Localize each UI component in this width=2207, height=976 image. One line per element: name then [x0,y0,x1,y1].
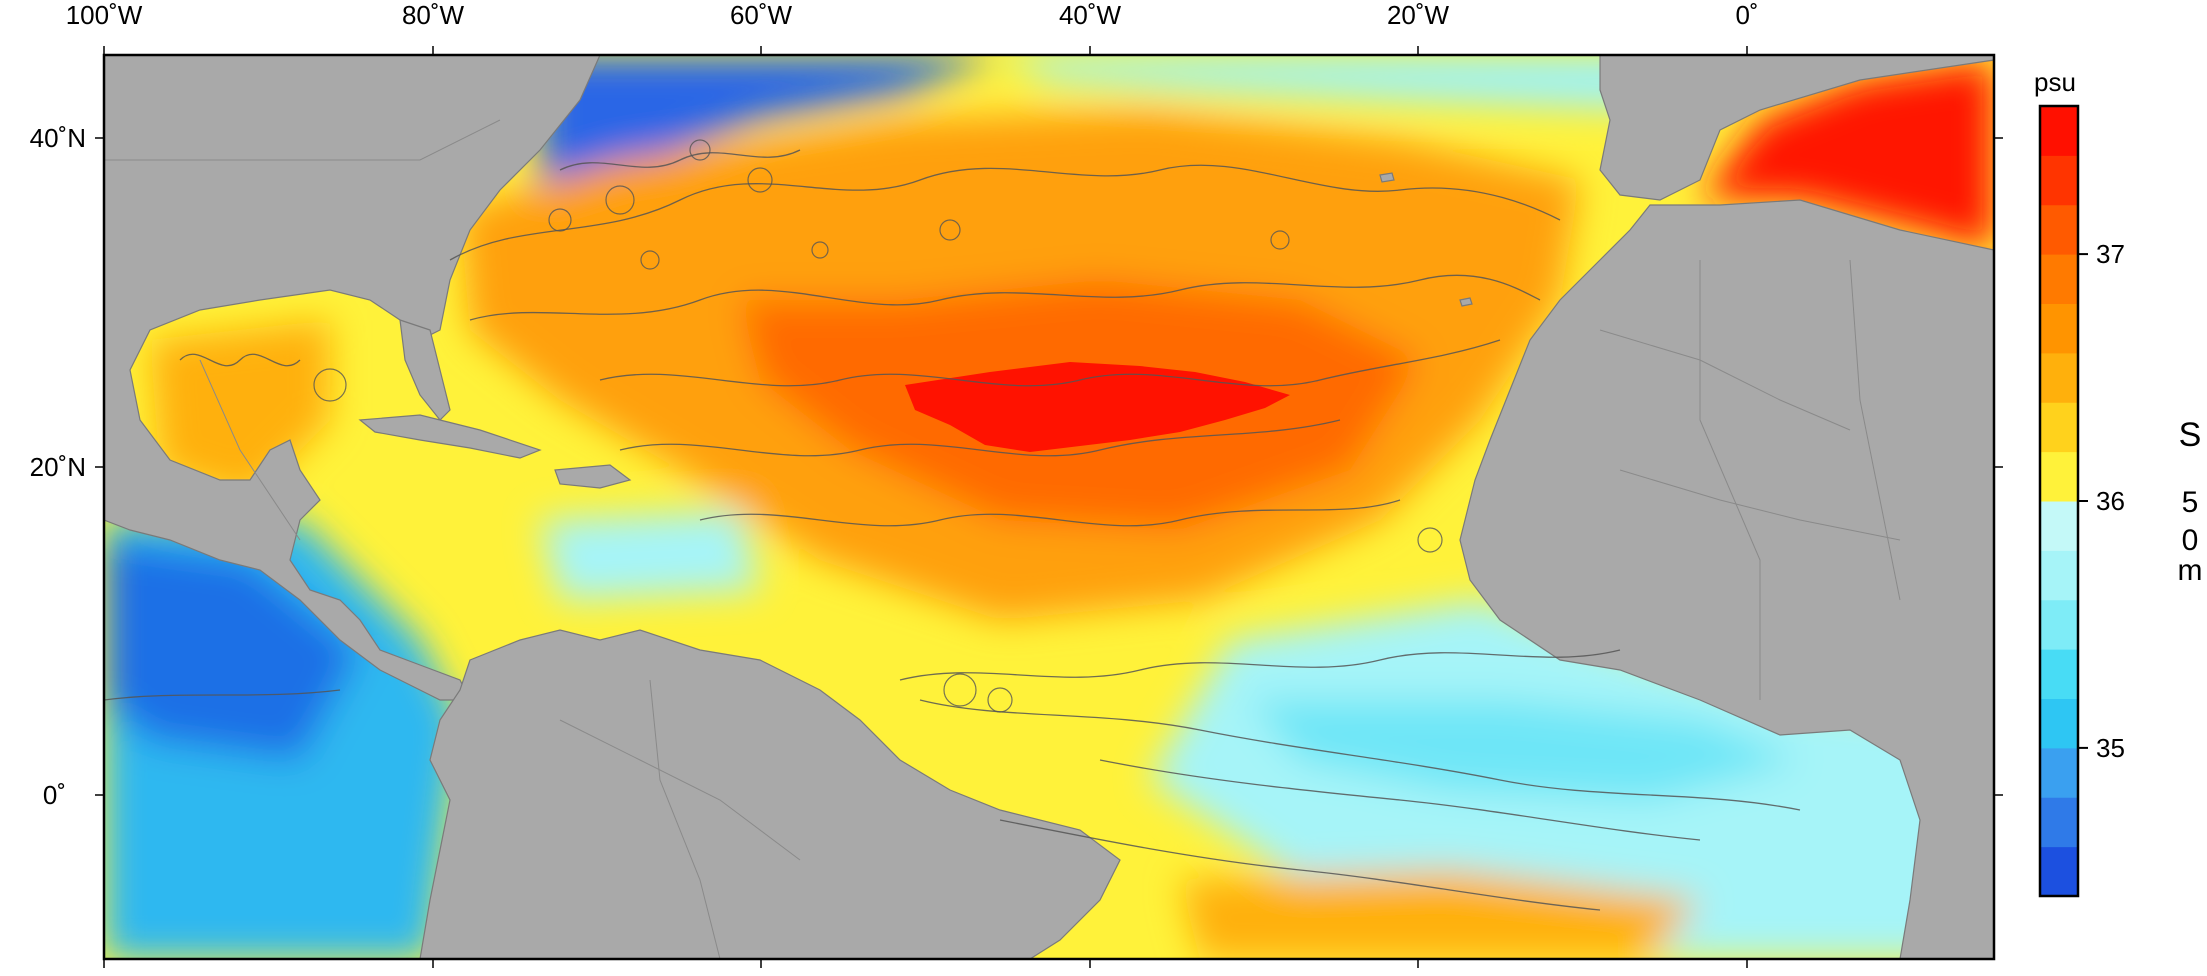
border-line-5 [559,719,801,861]
float-tracks [104,149,1801,911]
border-line-4 [1849,259,1901,601]
northeast-shelf-blue [540,55,1000,200]
track-4 [619,419,1341,457]
lat-label-20n: 20˚N [30,452,86,482]
colorbar-ticks: 35 36 37 [2078,239,2125,763]
colorbar-band [2040,649,2078,700]
map-frame [102,53,1996,961]
track-6 [899,649,1621,681]
colorbar-band [2040,254,2078,305]
lat-labels: 40˚N 20˚N 0˚ [30,123,86,810]
north-america [104,55,601,701]
colorbar-band [2040,846,2078,897]
track-2 [469,274,1541,321]
azores-islands [1379,172,1395,183]
track-7 [919,699,1801,811]
colorbar-title: psu [2034,67,2076,97]
loop-11 [313,368,347,402]
map-panel [104,55,1994,959]
track-3 [599,339,1501,387]
border-line-7 [104,119,501,161]
lon-label-40w: 40˚W [1059,0,1122,30]
loop-7 [939,219,961,241]
depth-label-letter-0: S [2179,416,2202,454]
lon-labels: 100˚W 80˚W 60˚W 40˚W 20˚W 0˚ [66,0,1759,30]
lon-axis [103,46,1748,968]
colorbar-band [2040,747,2078,798]
colorbar-tick-label: 36 [2096,486,2125,516]
africa [1459,199,1994,959]
lat-axis [95,137,2003,796]
loop-6 [811,241,829,259]
colorbar-band [2040,155,2078,206]
mediterranean-red [1700,60,1994,250]
lon-label-0: 0˚ [1735,0,1758,30]
depth-label-letter-2: 0 [2182,524,2199,557]
cuba [358,414,542,459]
loop-4 [640,250,660,270]
lon-label-60w: 60˚W [730,0,793,30]
loop-9 [943,673,977,707]
canary-islands [1459,297,1473,307]
depth-label: S 5 0 m [2178,416,2203,587]
lat-label-40n: 40˚N [30,123,86,153]
colorbar: psu 35 36 37 [2034,67,2125,898]
land [104,55,1994,959]
lon-label-80w: 80˚W [402,0,465,30]
subpolar-cyan [1000,55,1720,110]
lon-label-20w: 20˚W [1387,0,1450,30]
south-america [419,629,1121,959]
loop-5 [548,208,572,232]
border-line-6 [649,679,721,959]
track-5 [699,499,1401,527]
track-9 [999,819,1601,911]
track-11 [559,149,801,171]
loop-10 [987,687,1013,713]
border-line-1 [1599,329,1851,431]
colorbar-band [2040,106,2078,156]
loop-8 [1270,230,1290,250]
pacific-deep-blue [104,540,360,760]
loop-1 [605,185,635,215]
lat-label-0: 0˚ [43,780,66,810]
colorbar-bands [2040,106,2078,897]
lon-label-100w: 100˚W [66,0,143,30]
border-line-8 [199,359,301,541]
border-line-2 [1619,469,1901,541]
track-1 [449,164,1561,261]
depth-label-letter-1: 5 [2182,486,2199,519]
colorbar-band [2040,501,2078,551]
hispaniola [554,464,632,489]
track-8 [1099,759,1701,841]
float-loops [313,139,1443,713]
colorbar-band [2040,402,2078,453]
country-borders [104,119,1901,959]
salinity-field [104,55,1994,959]
gulf-guinea-cyan [1250,700,1800,800]
track-10 [104,689,341,701]
colorbar-band [2040,303,2078,354]
track-12 [179,353,301,367]
colorbar-band [2040,698,2078,749]
colorbar-band [2040,451,2078,502]
colorbar-band [2040,550,2078,601]
loop-2 [689,139,711,161]
colorbar-band [2040,204,2078,255]
colorbar-band [2040,352,2078,403]
colorbar-tick-label: 37 [2096,239,2125,269]
depth-label-letter-3: m [2178,554,2203,587]
loop-3 [747,167,773,193]
border-line-3 [1699,260,1761,700]
europe-iberia [1599,55,1994,201]
colorbar-band [2040,599,2078,650]
colorbar-band [2040,797,2078,848]
florida [399,319,451,421]
south-orange [1180,870,1700,959]
caribbean-cyan [540,510,760,600]
colorbar-tick-label: 35 [2096,733,2125,763]
loop-12 [1417,527,1443,553]
